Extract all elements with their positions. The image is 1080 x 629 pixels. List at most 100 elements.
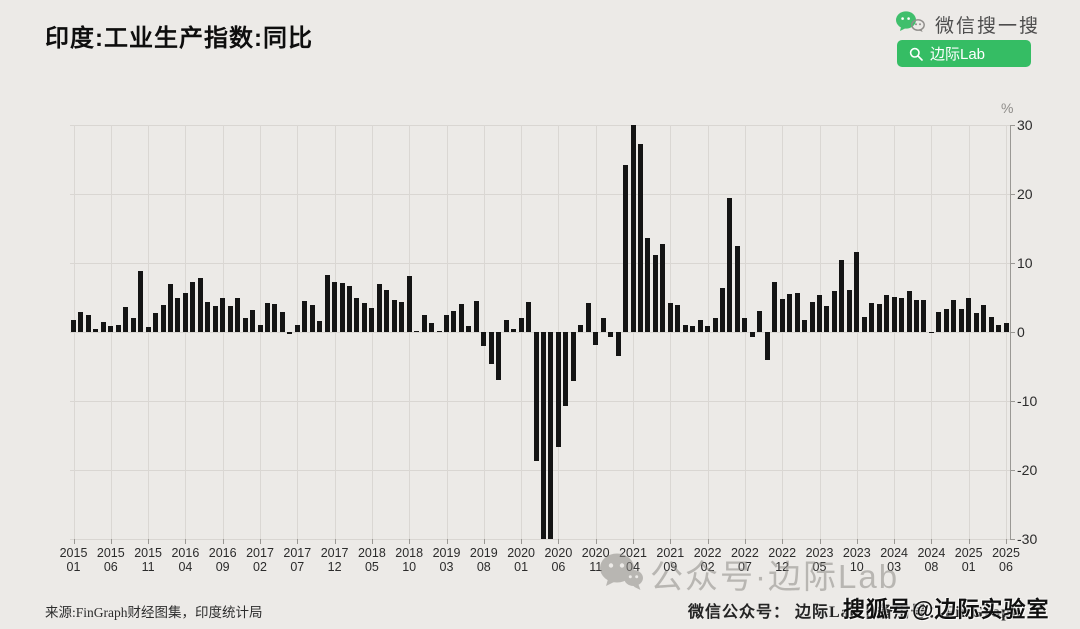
bar	[899, 297, 905, 332]
x-tick	[595, 539, 597, 544]
bar	[444, 315, 449, 332]
bar	[861, 316, 867, 332]
bar	[496, 332, 502, 381]
bar	[630, 125, 636, 332]
y-axis-label: -20	[1017, 462, 1038, 478]
bar	[414, 330, 420, 332]
search-account-button[interactable]: 边际Lab	[897, 40, 1031, 67]
bar	[235, 298, 241, 332]
bar	[145, 327, 151, 332]
bar	[973, 313, 979, 332]
x-axis-label: 2015 11	[134, 546, 162, 574]
x-axis-label: 2017 02	[246, 546, 274, 574]
bar	[227, 306, 233, 332]
bar	[272, 304, 278, 332]
bar	[787, 294, 793, 332]
y-tick	[1010, 194, 1015, 195]
bar	[138, 271, 144, 332]
bar	[682, 325, 688, 332]
v-gridline	[707, 125, 709, 539]
bar	[996, 325, 1002, 332]
bar	[503, 319, 509, 332]
bar	[339, 283, 345, 332]
v-gridline	[968, 125, 970, 539]
bar	[652, 255, 658, 332]
bar	[734, 246, 740, 332]
bar	[921, 299, 927, 332]
bar	[100, 321, 106, 332]
bar	[608, 332, 614, 337]
bar	[570, 332, 576, 381]
x-tick	[483, 539, 485, 544]
v-gridline	[819, 125, 821, 539]
v-gridline	[110, 125, 112, 539]
source-note: 来源:FinGraph财经图集，印度统计局	[45, 605, 263, 620]
bar	[533, 332, 539, 462]
bar	[205, 302, 211, 332]
bar	[712, 318, 718, 332]
v-gridline	[185, 125, 187, 539]
x-axis-label: 2015 06	[96, 546, 125, 574]
x-tick	[931, 539, 933, 544]
x-axis-label: 2021 04	[619, 546, 647, 574]
bar	[526, 301, 532, 332]
v-gridline	[446, 125, 448, 539]
bar	[690, 326, 696, 332]
bar	[928, 332, 934, 333]
v-gridline	[1006, 125, 1007, 539]
bar	[264, 303, 270, 332]
v-gridline	[148, 125, 150, 539]
bar	[167, 283, 173, 332]
bar	[518, 317, 524, 332]
bar	[317, 320, 323, 332]
bar	[197, 278, 203, 332]
x-axis-label: 2022 07	[730, 546, 759, 574]
bar	[824, 305, 830, 332]
bar	[257, 325, 263, 332]
v-gridline	[409, 125, 411, 539]
x-axis-label: 2017 12	[320, 546, 349, 574]
bar	[705, 325, 711, 332]
bar	[85, 315, 91, 332]
bar	[182, 293, 188, 332]
y-tick	[1010, 470, 1015, 471]
x-tick	[558, 539, 560, 544]
bar	[212, 306, 218, 332]
x-axis-label: 2020 06	[544, 546, 573, 574]
bar	[615, 332, 621, 357]
x-axis-label: 2021 09	[656, 546, 685, 574]
x-axis-label: 2018 05	[357, 546, 386, 574]
bar	[93, 329, 99, 332]
x-axis-label: 2023 05	[805, 546, 834, 574]
bar	[123, 307, 129, 332]
x-axis-label: 2018 10	[395, 546, 424, 574]
bar	[831, 291, 837, 332]
bar	[817, 294, 822, 332]
x-axis-label: 2015 01	[59, 546, 88, 574]
y-axis-label: -30	[1017, 531, 1038, 547]
x-tick	[744, 539, 746, 544]
bar	[958, 308, 964, 332]
x-tick	[521, 539, 523, 544]
x-tick	[371, 539, 373, 544]
account-line: 微信公众号： 边际Lab丨备用号：FinGraph	[688, 604, 1022, 621]
x-axis-label: 2024 03	[880, 546, 908, 574]
bar	[279, 311, 285, 332]
bar	[660, 244, 666, 332]
h-gridline	[70, 332, 1010, 333]
bar	[749, 332, 755, 337]
x-tick	[670, 539, 672, 544]
bar	[891, 296, 897, 332]
bar	[906, 290, 912, 332]
bar	[175, 297, 181, 332]
bar	[190, 282, 196, 332]
v-gridline	[371, 125, 373, 539]
y-axis-line	[1010, 125, 1011, 540]
y-tick	[1010, 263, 1015, 264]
x-axis-label: 2025 01	[954, 546, 983, 574]
y-tick	[1010, 539, 1015, 540]
bar	[153, 313, 159, 332]
v-gridline	[222, 125, 224, 539]
bar	[436, 330, 442, 332]
x-axis-label: 2023 10	[842, 546, 871, 574]
